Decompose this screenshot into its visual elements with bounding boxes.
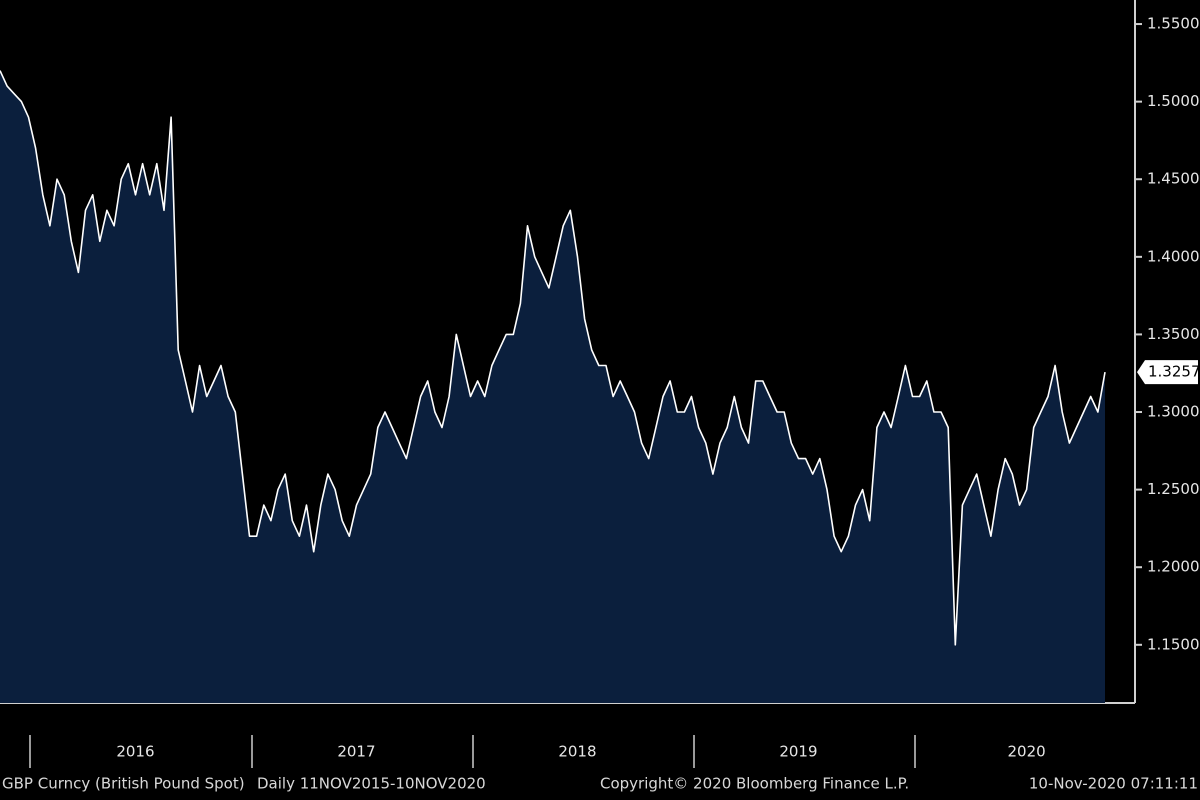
area (0, 70, 1105, 704)
y-tick-label: 1.2000 (1147, 558, 1200, 576)
y-tick-label: 1.3500 (1147, 325, 1200, 343)
x-tick-label: 2020 (1007, 743, 1045, 761)
footer-copyright: Copyright© 2020 Bloomberg Finance L.P. (600, 775, 909, 793)
last-value-label: 1.3257 (1148, 363, 1200, 381)
footer-security: GBP Curncy (British Pound Spot) (2, 775, 245, 793)
x-tick-label: 2016 (116, 743, 154, 761)
y-tick-label: 1.4000 (1147, 247, 1200, 265)
footer-time: 10-Nov-2020 07:11:11 (1029, 775, 1198, 793)
x-tick-label: 2017 (337, 743, 375, 761)
y-tick-label: 1.4500 (1147, 170, 1200, 188)
y-tick-label: 1.2500 (1147, 480, 1200, 498)
x-tick-label: 2019 (779, 743, 817, 761)
year-separators (29, 735, 916, 768)
y-tick-label: 1.1500 (1147, 635, 1200, 653)
x-tick-label: 2018 (558, 743, 596, 761)
y-tick-label: 1.5500 (1147, 15, 1200, 33)
line (0, 70, 1106, 646)
last-value-box (1137, 360, 1198, 385)
y-tick-label: 1.3000 (1147, 403, 1200, 421)
y-tick-label: 1.5000 (1147, 92, 1200, 110)
footer-range: Daily 11NOV2015-10NOV2020 (257, 775, 486, 793)
